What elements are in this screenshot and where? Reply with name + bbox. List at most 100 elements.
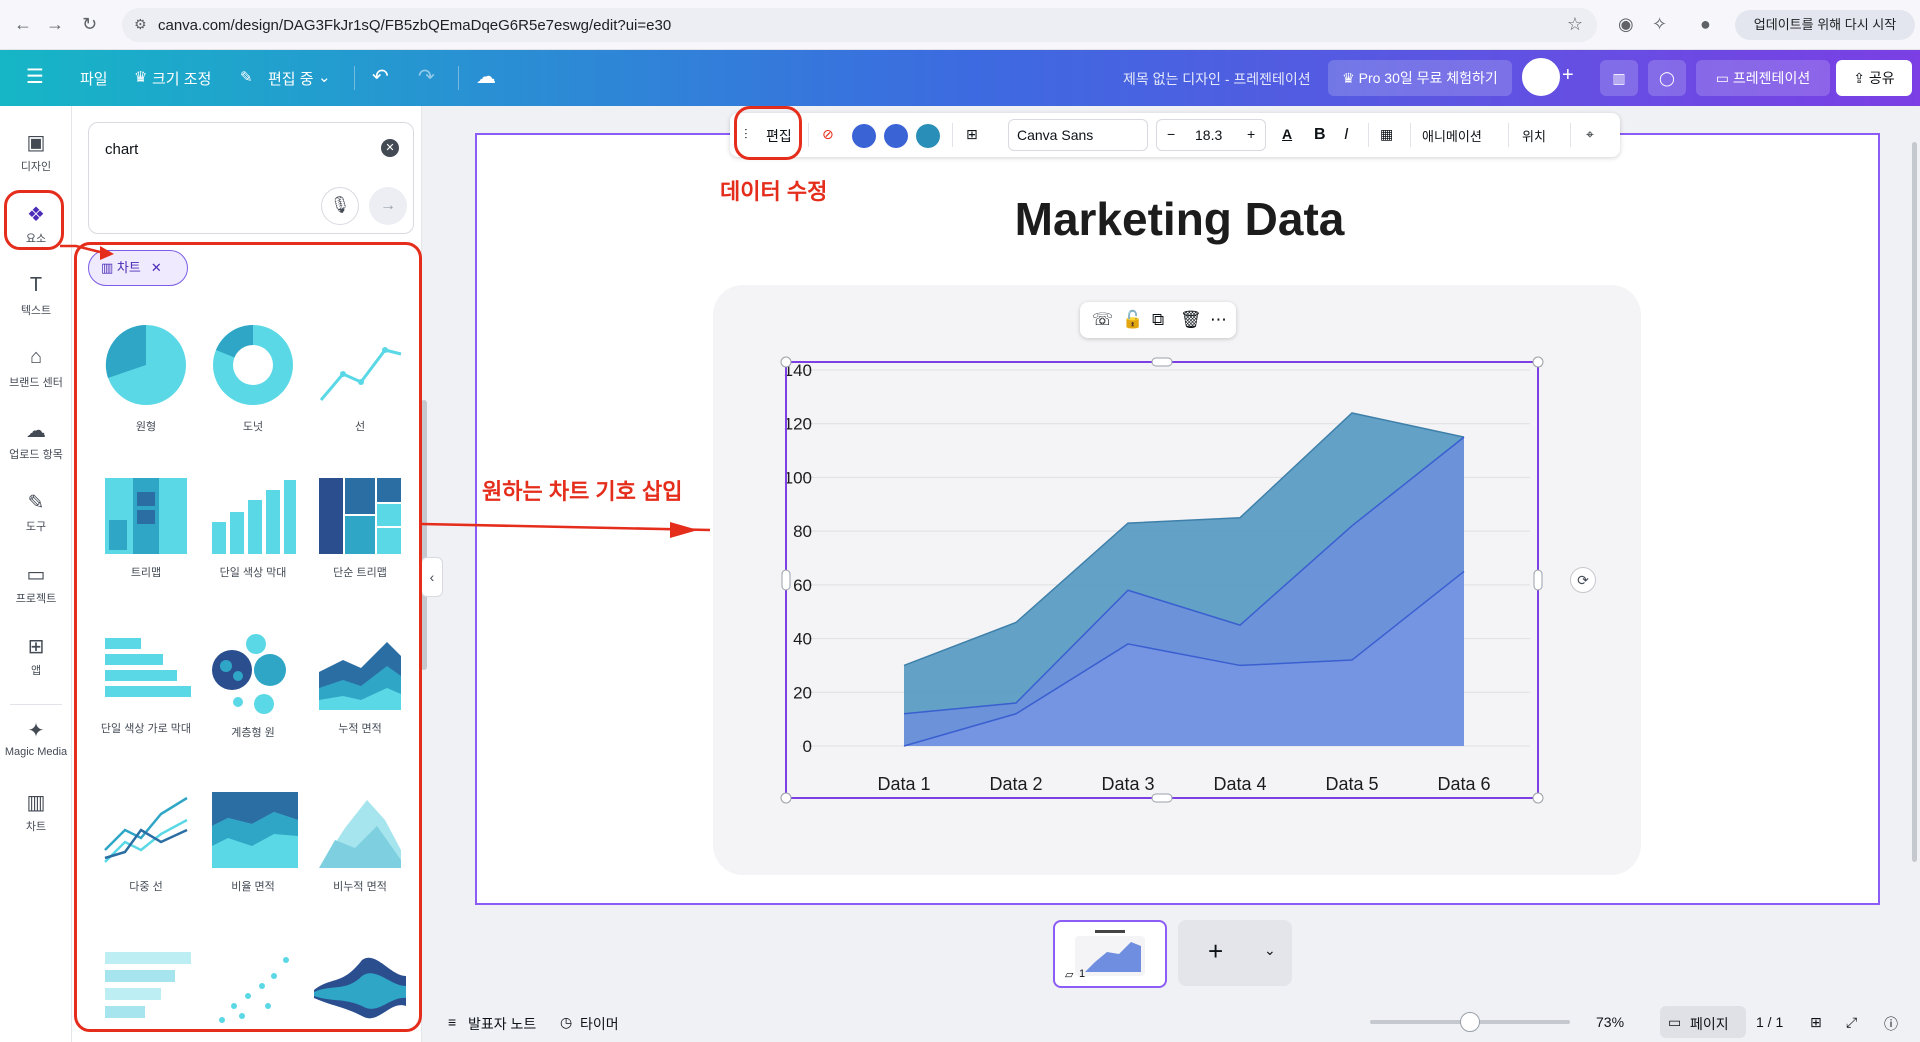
resize-handle[interactable] [780,356,792,368]
rail-item-text[interactable]: T 텍스트 [0,274,72,318]
font-size-value[interactable]: 18.3 [1195,127,1223,143]
page-thumbnail[interactable]: ▱ 1 [1053,920,1167,988]
resize-handle[interactable] [781,569,791,591]
file-menu[interactable]: 파일 [80,71,108,88]
chart-tile-unstacked-area[interactable]: 비누적 면적 [310,790,410,894]
font-size-stepper[interactable]: − 18.3 + [1156,119,1266,151]
present-button[interactable]: ▭ 프레젠테이션 [1696,60,1830,96]
cloud-saved-icon[interactable]: ☁ [476,66,496,88]
menu-icon[interactable]: ☰ [26,66,44,88]
grid-view-icon[interactable]: ⊞ [1810,1014,1822,1030]
chevron-down-icon[interactable]: ⌄ [318,69,331,86]
plus-icon[interactable]: + [1247,126,1256,142]
rail-item-charts[interactable]: ▥ 차트 [0,790,72,834]
duplicate-icon[interactable]: ⧉ [1152,310,1165,329]
resize-handle[interactable] [1532,356,1544,368]
rail-item-elements[interactable]: ❖ 요소 [0,202,72,246]
rail-item-design[interactable]: ▣ 디자인 [0,130,72,174]
font-select[interactable]: Canva Sans [1008,119,1148,151]
chart-tile-donut[interactable]: 도넛 [203,320,303,434]
bold-icon[interactable]: B [1314,126,1326,143]
collapse-panel-button[interactable]: ‹ [421,557,443,597]
italic-icon[interactable]: I [1344,126,1349,143]
undo-icon[interactable]: ↶ [372,66,389,88]
paint-format-icon[interactable]: ⌖ [1586,126,1594,142]
rail-item-magic-media[interactable]: ✦ Magic Media [0,718,72,758]
chart-tile-multi-line[interactable]: 다중 선 [96,790,196,894]
chart-tile-scatter[interactable] [203,946,303,1030]
resize-handle[interactable] [1533,569,1543,591]
speaker-notes-button[interactable]: 발표자 노트 [468,1016,537,1032]
editing-mode-menu[interactable]: 편집 중 [268,71,314,88]
zoom-value[interactable]: 73% [1596,1014,1625,1030]
search-input[interactable]: chart ✕ 🎙 → [88,122,414,234]
resize-handle[interactable] [780,792,792,804]
clear-search-icon[interactable]: ✕ [381,139,399,157]
lock-icon[interactable]: 🔓 [1122,310,1144,329]
rail-item-brand[interactable]: ⌂ 브랜드 센터 [0,346,72,390]
text-color-icon[interactable]: A [1282,126,1293,142]
chart-tile-pie[interactable]: 원형 [96,320,196,434]
resize-menu[interactable]: 크기 조정 [152,71,212,88]
forward-icon[interactable]: → [46,14,64,34]
fullscreen-icon[interactable]: ⤢ [1846,1014,1858,1030]
rotate-button[interactable]: ⟳ [1570,567,1596,593]
spacing-icon[interactable]: ⊞ [966,126,978,142]
rail-item-apps[interactable]: ⊞ 앱 [0,634,72,678]
back-icon[interactable]: ← [14,14,32,34]
microphone-icon[interactable]: 🎙 [321,187,359,225]
zoom-slider-handle[interactable] [1460,1012,1480,1032]
reload-icon[interactable]: ↻ [82,14,98,34]
help-icon[interactable]: ⓘ [1884,1016,1898,1032]
add-collaborator-icon[interactable]: + [1562,64,1574,86]
close-icon[interactable]: ✕ [150,260,162,275]
chart-tile-stream[interactable] [310,946,410,1030]
puzzle-icon[interactable]: ✧ [1652,14,1668,34]
arrow-right-icon[interactable]: → [369,187,407,225]
resize-handle[interactable] [1151,793,1173,803]
animate-button[interactable]: 애니메이션 [1422,129,1482,144]
chart-tile-packed-circle[interactable]: 계층형 원 [203,632,303,740]
share-button[interactable]: ⇪ 공유 [1836,60,1912,96]
chart-tile-single-hbar[interactable]: 단일 색상 가로 막대 [96,632,196,736]
panel-scrollbar[interactable] [421,400,427,670]
extension-icon[interactable]: ◉ [1618,14,1634,34]
pages-toggle[interactable] [1660,1006,1746,1038]
rail-item-uploads[interactable]: ☁ 업로드 항목 [0,418,72,462]
chevron-down-icon[interactable]: ⌄ [1264,942,1276,958]
timer-button[interactable]: 타이머 [580,1016,619,1032]
transparency-icon[interactable]: ▦ [1380,126,1394,142]
chart-tile-simple-treemap[interactable]: 단순 트리맵 [310,476,410,580]
comment-add-icon[interactable]: ☏ [1092,310,1114,329]
no-fill-icon[interactable]: ⊘ [822,126,834,142]
resize-handle[interactable] [1532,792,1544,804]
add-page-button[interactable]: + ⌄ [1178,920,1292,986]
chart-tile-gradient-bars[interactable] [96,946,196,1030]
edit-data-button[interactable]: 편집 [766,128,792,144]
color-swatch-3[interactable] [916,124,940,148]
redo-icon[interactable]: ↷ [418,66,435,88]
canvas-scrollbar[interactable] [1912,142,1917,862]
chart-tile-treemap[interactable]: 트리맵 [96,476,196,580]
resize-handle[interactable] [1151,357,1173,367]
analytics-button[interactable]: ▥ [1600,60,1638,96]
bookmark-star-icon[interactable]: ☆ [1566,14,1583,34]
rail-item-projects[interactable]: ▭ 프로젝트 [0,562,72,606]
comments-button[interactable]: ◯ [1648,60,1686,96]
avatar[interactable] [1522,58,1560,96]
chart-tile-percent-area[interactable]: 비율 면적 [203,790,303,894]
update-button[interactable]: 업데이트를 위해 다시 시작 [1735,10,1915,40]
chart-tile-line[interactable]: 선 [310,320,410,434]
minus-icon[interactable]: − [1167,126,1176,142]
rail-item-tools[interactable]: ✎ 도구 [0,490,72,534]
trash-icon[interactable]: 🗑 [1180,310,1202,329]
chart-tile-single-bar[interactable]: 단일 색상 막대 [203,476,303,580]
site-info-icon[interactable]: ⚙ [134,16,147,32]
design-title[interactable]: 제목 없는 디자인 - 프레젠테이션 [1123,71,1311,87]
color-swatch-1[interactable] [852,124,876,148]
area-series-3[interactable] [904,571,1464,746]
chart-tile-stacked-area[interactable]: 누적 면적 [310,632,410,736]
address-bar[interactable]: ⚙ canva.com/design/DAG3FkJr1sQ/FB5zbQEma… [122,8,1597,42]
profile-icon[interactable]: ● [1700,14,1711,34]
